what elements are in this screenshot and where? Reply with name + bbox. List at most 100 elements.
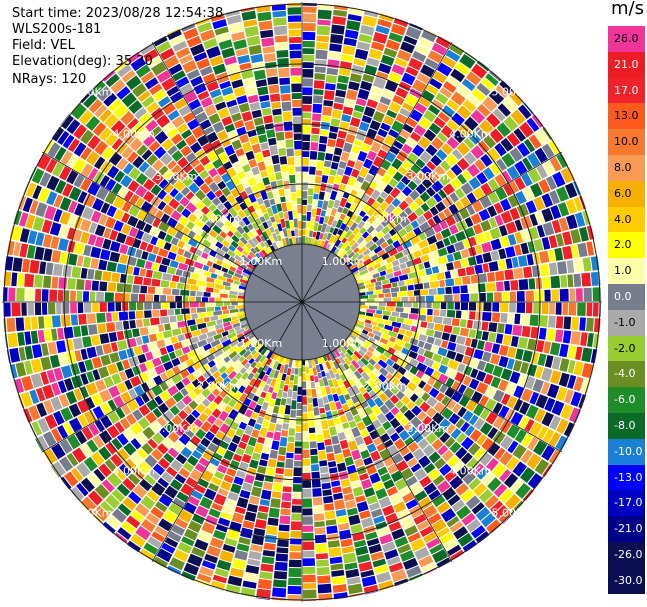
- velocity-gate: [266, 350, 273, 360]
- velocity-gate: [78, 313, 87, 325]
- velocity-gate: [313, 407, 320, 416]
- velocity-gate: [160, 152, 173, 166]
- velocity-gate: [211, 476, 222, 486]
- velocity-gate: [369, 472, 381, 484]
- velocity-gate: [268, 369, 276, 379]
- velocity-gate: [382, 310, 391, 316]
- velocity-gate: [356, 501, 369, 513]
- velocity-gate: [481, 241, 493, 253]
- velocity-gate: [239, 202, 248, 211]
- velocity-gate: [280, 164, 288, 173]
- velocity-gate: [238, 288, 246, 293]
- velocity-gate: [254, 354, 263, 363]
- velocity-gate: [370, 229, 378, 238]
- velocity-gate: [359, 295, 369, 299]
- velocity-gate: [348, 6, 364, 16]
- velocity-gate: [273, 370, 280, 379]
- velocity-gate: [375, 237, 386, 247]
- velocity-gate: [161, 542, 176, 554]
- velocity-gate: [262, 419, 270, 428]
- velocity-gate: [427, 50, 443, 64]
- velocity-gate: [49, 289, 58, 302]
- velocity-gate: [368, 93, 381, 102]
- range-ring-label: 5.00Km: [492, 507, 534, 520]
- velocity-gate: [219, 231, 228, 239]
- velocity-gate: [104, 459, 117, 472]
- velocity-gate: [263, 241, 270, 249]
- velocity-gate: [386, 212, 396, 223]
- velocity-gate: [302, 372, 306, 381]
- velocity-gate: [455, 418, 466, 429]
- velocity-gate: [352, 227, 360, 236]
- velocity-gate: [206, 463, 218, 474]
- range-ring-label: 3.00Km: [155, 422, 197, 435]
- velocity-gate: [94, 224, 106, 237]
- velocity-gate: [256, 511, 268, 520]
- velocity-gate: [350, 523, 363, 534]
- velocity-gate: [208, 203, 217, 212]
- velocity-gate: [317, 9, 332, 20]
- velocity-gate: [181, 395, 193, 406]
- velocity-gate: [468, 329, 477, 339]
- velocity-gate: [118, 349, 128, 361]
- colorbar-tick-label: 21.0: [614, 57, 639, 71]
- velocity-gate: [307, 403, 314, 412]
- velocity-gate: [206, 211, 215, 220]
- velocity-gate: [432, 495, 446, 508]
- velocity-gate: [444, 437, 456, 448]
- velocity-gate: [333, 349, 341, 358]
- velocity-gate: [519, 467, 536, 484]
- velocity-gate: [406, 137, 417, 148]
- velocity-gate: [436, 62, 453, 77]
- velocity-gate: [275, 131, 285, 141]
- velocity-gate: [144, 310, 152, 319]
- velocity-gate: [232, 161, 243, 173]
- velocity-gate: [450, 428, 462, 440]
- velocity-gate: [66, 119, 81, 135]
- colorbar-segment: [608, 129, 645, 156]
- velocity-gate: [95, 345, 104, 357]
- velocity-gate: [191, 513, 205, 525]
- velocity-gate: [325, 386, 332, 395]
- velocity-gate: [109, 241, 121, 253]
- velocity-gate: [534, 408, 546, 423]
- velocity-gate: [361, 371, 371, 382]
- velocity-gate: [562, 302, 569, 316]
- velocity-gate: [360, 80, 373, 91]
- velocity-gate: [359, 292, 366, 296]
- velocity-gate: [442, 81, 457, 94]
- velocity-gate: [488, 322, 498, 333]
- velocity-gate: [51, 328, 58, 341]
- velocity-gate: [374, 134, 385, 145]
- velocity-gate: [136, 258, 146, 268]
- velocity-gate: [373, 256, 383, 265]
- velocity-gate: [219, 440, 229, 450]
- velocity-gate: [72, 447, 87, 463]
- velocity-gate: [252, 395, 260, 403]
- velocity-gate: [240, 282, 247, 287]
- velocity-gate: [380, 328, 389, 335]
- velocity-gate: [404, 224, 414, 233]
- velocity-gate: [379, 337, 389, 345]
- velocity-gate: [352, 486, 364, 497]
- range-ring-label: 2.00Km: [197, 213, 239, 226]
- velocity-gate: [460, 489, 475, 503]
- velocity-gate: [428, 489, 441, 501]
- velocity-gate: [222, 344, 232, 353]
- velocity-gate: [368, 502, 381, 511]
- velocity-gate: [87, 490, 103, 506]
- velocity-gate: [262, 231, 270, 240]
- velocity-gate: [404, 307, 411, 313]
- velocity-gate: [259, 354, 267, 363]
- velocity-gate: [223, 474, 234, 484]
- velocity-gate: [218, 39, 233, 50]
- velocity-gate: [145, 119, 158, 133]
- velocity-gate: [562, 245, 573, 260]
- velocity-gate: [171, 524, 186, 536]
- velocity-gate: [479, 422, 493, 436]
- velocity-gate: [555, 316, 564, 329]
- velocity-gate: [376, 71, 389, 80]
- velocity-gate: [321, 223, 327, 233]
- velocity-gate: [398, 166, 408, 176]
- velocity-gate: [573, 376, 584, 392]
